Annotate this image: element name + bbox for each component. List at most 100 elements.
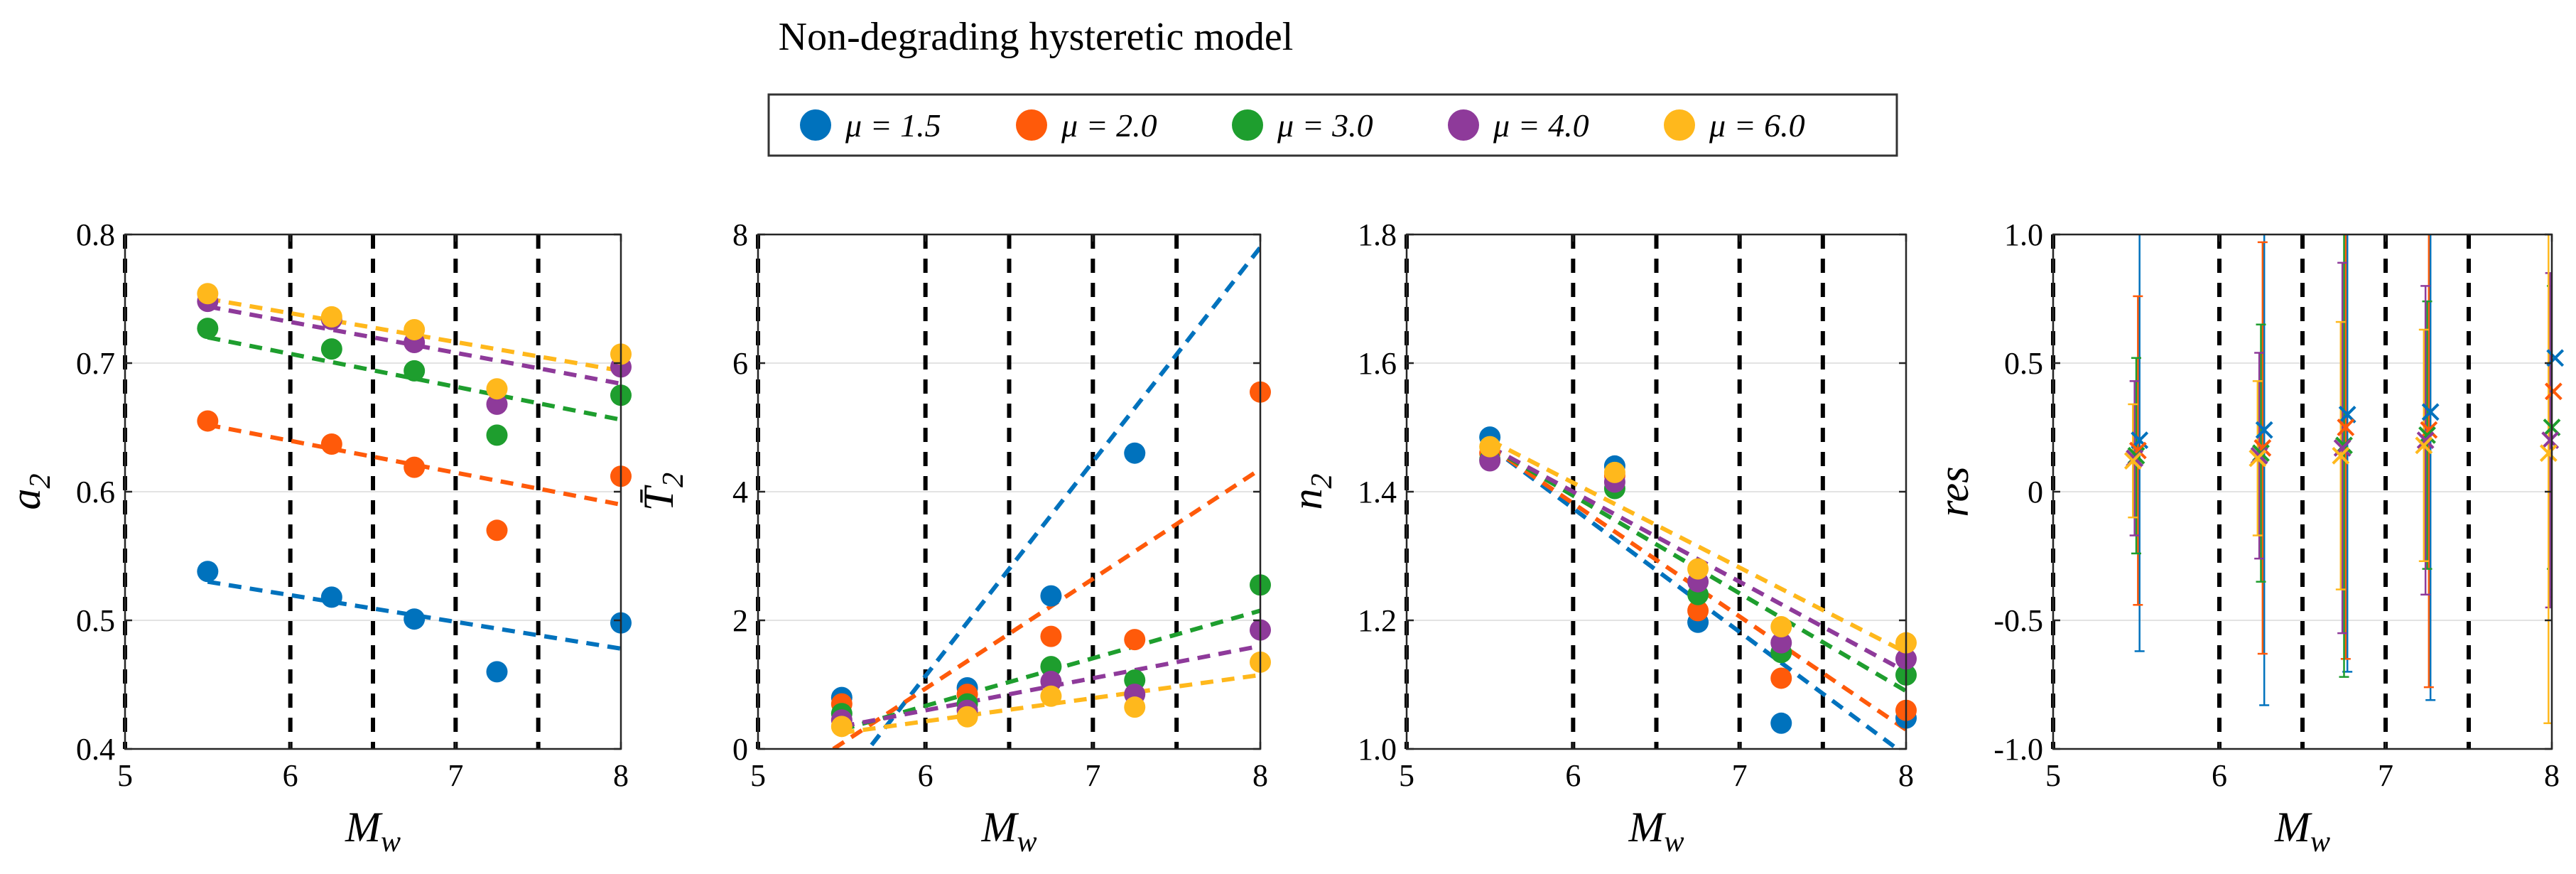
- fit-line: [832, 467, 1260, 749]
- fit-line: [207, 304, 621, 386]
- residual-marker: [2255, 421, 2273, 439]
- y-tick-label: 1.2: [1358, 603, 1397, 638]
- legend: μ = 1.5 μ = 2.0 μ = 3.0 μ = 4.0 μ = 6.0: [767, 93, 1898, 157]
- residual-marker: [2332, 446, 2350, 465]
- plot-area: [2128, 234, 2552, 725]
- data-point: [1770, 667, 1792, 689]
- x-tick-label: 5: [2045, 758, 2061, 793]
- fit-line: [207, 296, 621, 373]
- data-point: [404, 360, 426, 382]
- residual-marker: [2416, 431, 2435, 450]
- data-point: [1770, 616, 1792, 638]
- data-point: [486, 661, 508, 683]
- data-point: [1479, 436, 1501, 458]
- x-tick-label: 7: [1085, 758, 1100, 793]
- x-axis-label: Mw: [981, 804, 1037, 858]
- y-axis-label: a2: [2, 474, 57, 510]
- legend-marker: [1448, 109, 1479, 141]
- y-tick-label: -0.5: [1993, 603, 2043, 638]
- y-tick-label: 1.6: [1358, 346, 1397, 381]
- data-point: [1687, 600, 1709, 622]
- chart-panel-n2: 5 6 7 8 1.0 1.2 1.4 1.6 1.8 Mw n2: [1284, 217, 1917, 858]
- data-point: [486, 424, 508, 446]
- x-tick-label: 6: [918, 758, 933, 793]
- y-axis-label: T̄2: [635, 473, 690, 511]
- x-tick-label: 7: [2378, 758, 2393, 793]
- fit-line: [865, 246, 1260, 749]
- data-point: [1040, 585, 1062, 607]
- data-point: [320, 338, 342, 360]
- y-tick-label: 0.6: [76, 475, 115, 509]
- y-tick-label: 0.4: [76, 732, 115, 767]
- residual-marker: [2539, 444, 2558, 463]
- x-tick-label: 7: [1732, 758, 1748, 793]
- x-axis-label: Mw: [345, 804, 401, 858]
- fit-line: [207, 579, 621, 651]
- plot-area: [207, 296, 621, 651]
- panels: 5 6 7 8 0.4 0.5 0.6 0.7 0.8 Mw a2 5 6 7 8 0 2 4 6 8 Mw T̄2 5 6 7…: [2, 217, 2565, 858]
- data-point: [486, 519, 508, 541]
- data-point: [1040, 685, 1062, 707]
- data-point: [320, 306, 342, 328]
- legend-marker: [800, 109, 831, 141]
- residual-marker: [2415, 436, 2433, 455]
- legend-label: μ = 4.0: [1493, 107, 1589, 144]
- data-point: [830, 716, 853, 738]
- legend-label: μ = 6.0: [1709, 107, 1805, 144]
- x-tick-label: 5: [117, 758, 133, 793]
- fit-line: [207, 422, 621, 507]
- data-point: [320, 433, 342, 455]
- residual-marker: [2420, 421, 2438, 439]
- data-point: [1770, 712, 1792, 734]
- y-tick-label: 1.0: [2004, 217, 2043, 252]
- x-tick-label: 6: [283, 758, 298, 793]
- data-point: [1770, 632, 1792, 654]
- legend-entry: μ = 2.0: [1016, 107, 1157, 144]
- data-point: [404, 318, 426, 340]
- x-axis-label: Mw: [2274, 804, 2330, 858]
- x-tick-label: 8: [1252, 758, 1268, 793]
- data-point: [320, 586, 342, 608]
- residual-marker: [2248, 449, 2267, 468]
- y-tick-label: 0.7: [76, 346, 115, 381]
- x-tick-label: 8: [1898, 758, 1914, 793]
- data-point: [197, 561, 219, 583]
- data-point: [1603, 461, 1625, 483]
- legend-marker: [1016, 109, 1047, 141]
- y-tick-label: 6: [732, 346, 748, 381]
- data-point: [1687, 558, 1709, 580]
- data-point: [1124, 442, 1146, 464]
- data-point: [1040, 625, 1062, 647]
- y-tick-label: 4: [732, 475, 748, 509]
- x-axis-label: Mw: [1628, 804, 1684, 858]
- x-tick-label: 5: [1399, 758, 1414, 793]
- legend-entry: μ = 6.0: [1664, 107, 1805, 144]
- data-point: [486, 393, 508, 415]
- data-point: [1040, 656, 1062, 678]
- y-tick-label: 0.8: [76, 217, 115, 252]
- data-point: [197, 318, 219, 340]
- x-tick-label: 7: [448, 758, 463, 793]
- chart-panel-a2: 5 6 7 8 0.4 0.5 0.6 0.7 0.8 Mw a2: [2, 217, 632, 858]
- y-tick-label: 8: [732, 217, 748, 252]
- data-point: [1124, 696, 1146, 718]
- y-axis-label: n2: [1284, 474, 1338, 510]
- chart-panel-res: 5 6 7 8 -1.0 -0.5 0 0.5 1.0 Mw res: [1930, 217, 2565, 858]
- y-tick-label: 0.5: [2004, 346, 2043, 381]
- x-tick-label: 8: [613, 758, 629, 793]
- residual-marker: [2337, 419, 2355, 436]
- data-point: [1040, 670, 1062, 692]
- residual-marker: [2421, 403, 2440, 421]
- y-tick-label: -1.0: [1993, 732, 2043, 767]
- fit-line: [1488, 438, 1906, 654]
- legend-box: [767, 93, 1898, 157]
- figure-title: Non-degrading hysteretic model: [779, 15, 1294, 59]
- data-point: [486, 378, 508, 400]
- y-tick-label: 2: [732, 603, 748, 638]
- y-tick-label: 1.8: [1358, 217, 1397, 252]
- legend-label: μ = 3.0: [1277, 107, 1373, 144]
- y-axis-label: res: [1930, 466, 1977, 517]
- legend-entry: μ = 1.5: [800, 107, 941, 144]
- data-point: [404, 608, 426, 630]
